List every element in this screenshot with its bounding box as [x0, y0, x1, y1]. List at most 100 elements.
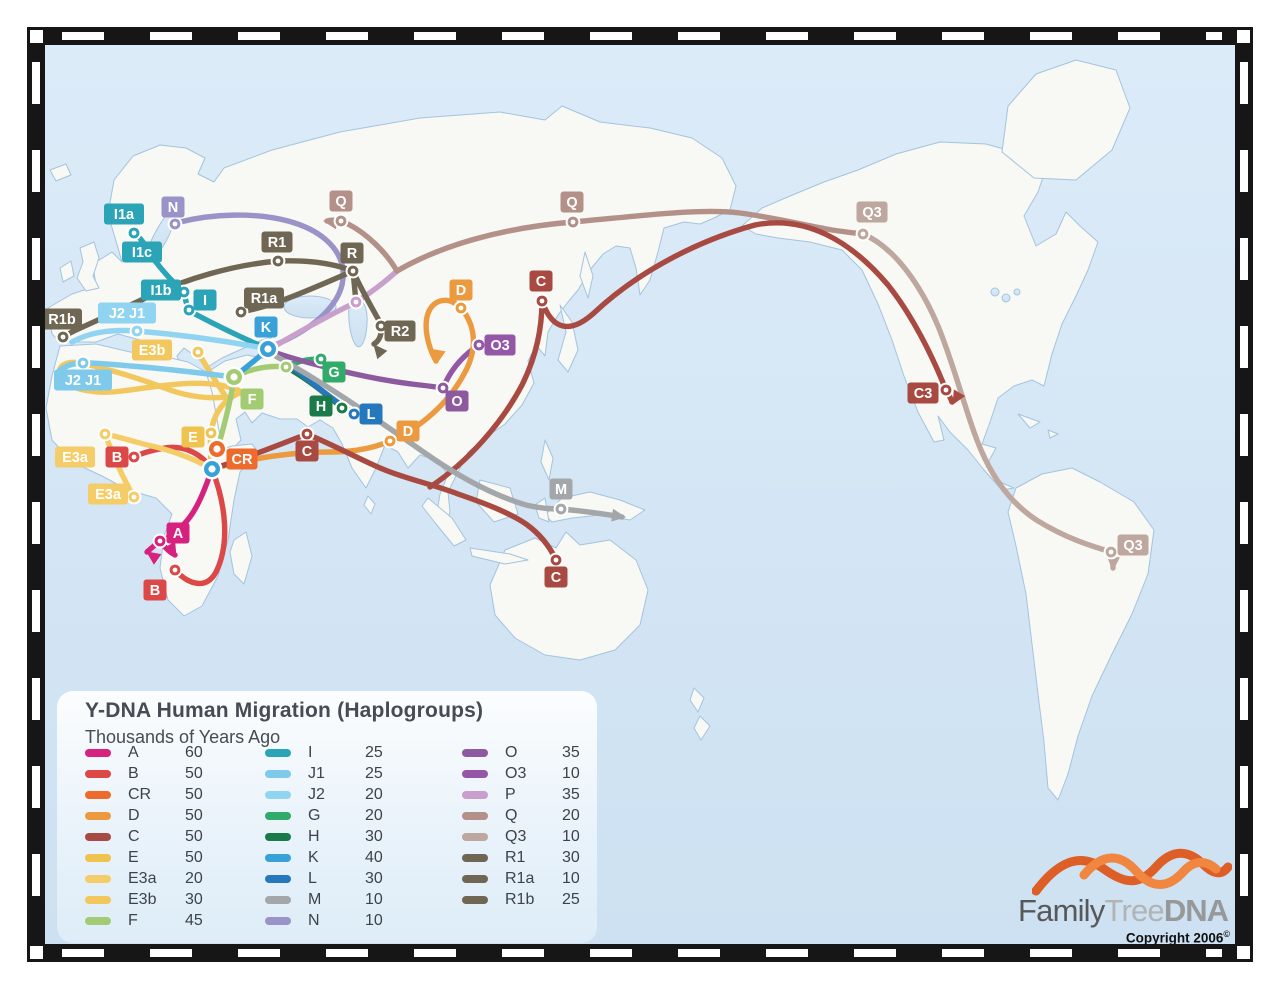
legend-label: CR: [128, 785, 152, 803]
waypoint-dot: [152, 533, 168, 549]
waypoint-dot-center: [353, 299, 359, 305]
hub-dot-center: [264, 345, 272, 353]
map-label-text: I1a: [114, 207, 135, 223]
legend-row-K: K 40: [265, 847, 405, 868]
legend-column-3: O 35 O3 10 P 35 Q 20 Q3 10 R1 30 R1a 10 R1b 25: [462, 742, 602, 910]
hub-dot: [257, 338, 279, 360]
waypoint-dot: [938, 382, 954, 398]
waypoint-dot-center: [181, 289, 187, 295]
map-label-text: I1c: [132, 245, 152, 261]
waypoint-dot-center: [440, 385, 446, 391]
map-label-box: [104, 203, 144, 225]
legend-swatch-P: [462, 790, 488, 799]
waypoint-dot: [299, 426, 315, 442]
frame-right: [1235, 27, 1253, 962]
legend-label: E3a: [128, 869, 157, 887]
map-label-text: Q3: [1123, 538, 1142, 554]
map-label-text: C: [536, 274, 547, 290]
map-label-text: Q3: [862, 205, 881, 221]
waypoint-dot-center: [238, 309, 244, 315]
map-label-Q: Q: [329, 190, 353, 212]
map-label-text: E3a: [62, 450, 89, 466]
legend-swatch-Q: [462, 811, 488, 820]
legend-label: N: [308, 911, 320, 929]
logo-wordmark: FamilyTreeDNA: [1018, 893, 1229, 929]
island-ireland: [59, 260, 75, 283]
map-label-box: [122, 241, 162, 263]
legend-title: Y-DNA Human Migration (Haplogroups): [85, 699, 484, 722]
map-label-box: [445, 390, 469, 412]
waypoint-dot: [346, 406, 362, 422]
map-label-E3a: E3a: [55, 446, 95, 468]
waypoint-dot: [203, 425, 219, 441]
map-label-box: [226, 448, 258, 470]
map-label-R: R: [340, 242, 364, 264]
map-label-R1: R1: [261, 231, 293, 253]
caspian-sea: [348, 297, 368, 348]
waypoint-dot: [553, 501, 569, 517]
legend-value: 45: [185, 911, 203, 929]
map-label-text: R1b: [48, 312, 76, 328]
map-label-box: [193, 289, 217, 311]
legend-row-Q: Q 20: [462, 805, 602, 826]
map-label-text: B: [150, 583, 160, 599]
route-C-neasia: [427, 298, 545, 490]
waypoint-dot-center: [318, 356, 324, 362]
legend-label: R1b: [505, 890, 535, 908]
legend-value: 10: [365, 911, 383, 929]
map-label-text: B: [112, 450, 122, 466]
legend-swatch-N: [265, 916, 291, 925]
waypoint-dot: [548, 552, 564, 568]
island-sumatra: [421, 497, 467, 547]
map-label-Q3: Q3: [1117, 534, 1149, 556]
legend-value: 25: [562, 890, 580, 908]
map-label-box: [295, 440, 319, 462]
waypoint-dot-center: [558, 506, 564, 512]
legend-row-E: E 50: [85, 847, 225, 868]
legend-swatch-F: [85, 916, 111, 925]
legend-swatch-L: [265, 874, 291, 883]
legend-swatch-R1b: [462, 895, 488, 904]
hub-dot-center: [208, 465, 216, 473]
map-label-text: O: [451, 394, 462, 410]
legend-swatch-O: [462, 748, 488, 757]
legend-value: 20: [185, 869, 203, 887]
map-label-box: [54, 369, 112, 391]
route-C-india: [209, 431, 310, 472]
legend-label: O3: [505, 764, 527, 782]
map-label-text: F: [248, 392, 257, 408]
waypoint-dot-center: [350, 268, 356, 274]
waypoint-dot-center: [339, 405, 345, 411]
legend-label: G: [308, 806, 321, 824]
legend-label: A: [128, 743, 139, 761]
map-label-L: L: [359, 403, 383, 425]
island-greenland: [1001, 59, 1131, 181]
waypoint-dot: [345, 263, 361, 279]
route-Q-siberia: [394, 208, 866, 274]
waypoint-dot-center: [208, 430, 214, 436]
legend-value: 60: [185, 743, 203, 761]
map-label-text: D: [456, 283, 466, 299]
legend-row-R1a: R1a 10: [462, 868, 602, 889]
map-label-box: [143, 579, 167, 601]
legend-row-J1: J1 25: [265, 763, 405, 784]
waypoint-dot: [129, 323, 145, 339]
helix-strand-light: [1079, 853, 1221, 889]
legend-swatch-E3a: [85, 874, 111, 883]
continents: [45, 59, 1155, 801]
map-label-I1a: I1a: [104, 203, 144, 225]
map-label-E3b: E3b: [132, 339, 172, 361]
map-label-text: G: [328, 365, 339, 381]
waypoint-dot-center: [131, 230, 137, 236]
hub-dot-center: [213, 445, 221, 453]
legend-label: E3b: [128, 890, 157, 908]
route-E3a: [102, 431, 215, 472]
island-new-zealand-south: [693, 715, 711, 741]
legend-label: L: [308, 869, 317, 887]
route-hubs: [201, 338, 279, 480]
map-label-box: [449, 279, 473, 301]
migration-routes: [54, 208, 1116, 587]
map-label-box: [161, 196, 185, 218]
legend-row-N: N 10: [265, 910, 405, 931]
legend-row-P: P 35: [462, 784, 602, 805]
